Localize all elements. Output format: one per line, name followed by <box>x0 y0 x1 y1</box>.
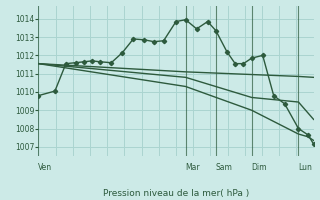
Text: Mar: Mar <box>186 164 200 172</box>
Text: Pression niveau de la mer( hPa ): Pression niveau de la mer( hPa ) <box>103 189 249 198</box>
Text: Ven: Ven <box>38 164 52 172</box>
Text: Sam: Sam <box>216 164 233 172</box>
Text: Dim: Dim <box>252 164 267 172</box>
Text: Lun: Lun <box>299 164 312 172</box>
